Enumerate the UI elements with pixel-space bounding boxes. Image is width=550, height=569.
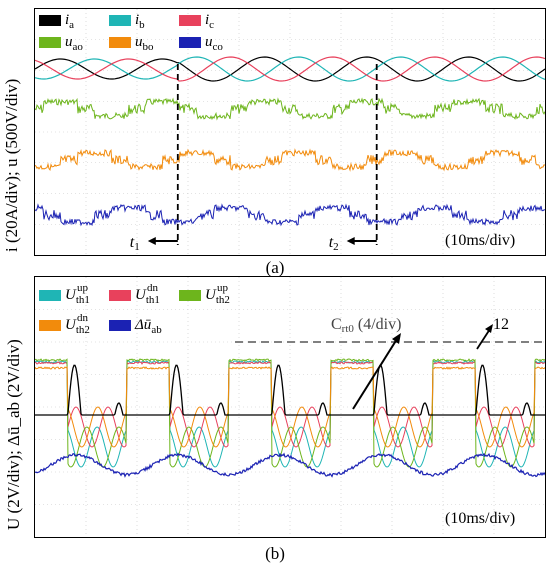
panel-a-oscilloscope: t1 t2 ia ib ic uao ubo uco xyxy=(34,8,546,256)
legend-a-uco-label: uco xyxy=(205,34,223,53)
panel-b: U (2V/div); Δū_ab (2V/div) Crt0 (4/div) 1… xyxy=(0,268,550,538)
delta-u-trace xyxy=(34,452,546,478)
legend-a-uao-label: uao xyxy=(65,34,83,53)
legend-a-ic-label: ic xyxy=(205,12,214,31)
counter-trace xyxy=(35,364,545,416)
legend-b-0-label: Uth1up xyxy=(65,282,90,306)
legend-a-ib-label: ib xyxy=(135,12,145,31)
counter-annotation-arrowhead xyxy=(392,333,401,344)
current-trace-a xyxy=(34,56,546,82)
legend-b-1-label: Uth1dn xyxy=(135,282,160,306)
voltage-trace-co xyxy=(34,203,546,227)
legend-a-uao-swatch xyxy=(39,37,61,48)
threshold-trace-3 xyxy=(34,366,546,448)
counter-annotation-arrow xyxy=(352,338,398,410)
time-marker-label-2: t2 xyxy=(329,234,339,253)
voltage-trace-ao xyxy=(34,97,546,121)
panel-a-time-scale: (10ms/div) xyxy=(445,232,516,249)
threshold-trace-2 xyxy=(35,358,546,468)
legend-a-ib-swatch xyxy=(109,15,131,26)
caption-a: (a) xyxy=(265,258,285,277)
current-trace-b xyxy=(34,56,546,82)
time-marker-arrowhead-2 xyxy=(346,237,355,245)
legend-b-2-swatch xyxy=(179,290,201,301)
legend-b-0-swatch xyxy=(39,290,61,301)
legend-b-4-swatch xyxy=(109,320,131,331)
legend-b-3-label: Uth2dn xyxy=(65,312,90,336)
panel-b-time-scale: (10ms/div) xyxy=(445,510,516,527)
legend-a-ia-swatch xyxy=(39,15,61,26)
legend-a-ia-label: ia xyxy=(65,12,74,31)
legend-a-ic-swatch xyxy=(179,15,201,26)
caption-b: (b) xyxy=(265,544,285,563)
legend-b-4-label: Δūab xyxy=(134,317,162,336)
legend-a-ubo-swatch xyxy=(109,37,131,48)
panel-b-plot: Crt0 (4/div) 12 Uth1up Uth1dn Uth2up Uth2dn Δū… xyxy=(34,277,546,537)
legend-a-uco-swatch xyxy=(179,37,201,48)
legend-b-3-swatch xyxy=(39,320,61,331)
counter-annotation-label: Crt0 (4/div) xyxy=(331,316,401,335)
value-annotation-arrowhead xyxy=(485,324,493,333)
time-marker-label-1: t1 xyxy=(130,234,140,253)
panel-a-plot: t1 t2 ia ib ic uao ubo uco xyxy=(34,9,546,255)
threshold-trace-1 xyxy=(34,360,546,448)
value-annotation-label: 12 xyxy=(493,316,509,333)
panel-b-oscilloscope: Crt0 (4/div) 12 Uth1up Uth1dn Uth2up Uth2dn Δū… xyxy=(34,276,546,538)
panel-a-y-axis-label: i (20A/div); u (500V/div) xyxy=(2,78,21,252)
panel-b-y-axis-label: U (2V/div); Δū_ab (2V/div) xyxy=(4,339,23,530)
voltage-trace-bo xyxy=(34,148,546,172)
time-marker-arrowhead-1 xyxy=(147,237,156,245)
legend-b-2-label: Uth2up xyxy=(205,282,230,306)
value-annotation-arrow xyxy=(476,328,491,350)
legend-b-1-swatch xyxy=(109,290,131,301)
panel-a: i (20A/div); u (500V/div) t1 t2 ia ib ic uao u… xyxy=(0,0,550,256)
grid xyxy=(35,277,545,537)
current-trace-c xyxy=(34,56,546,82)
legend-a-ubo-label: ubo xyxy=(135,34,154,53)
